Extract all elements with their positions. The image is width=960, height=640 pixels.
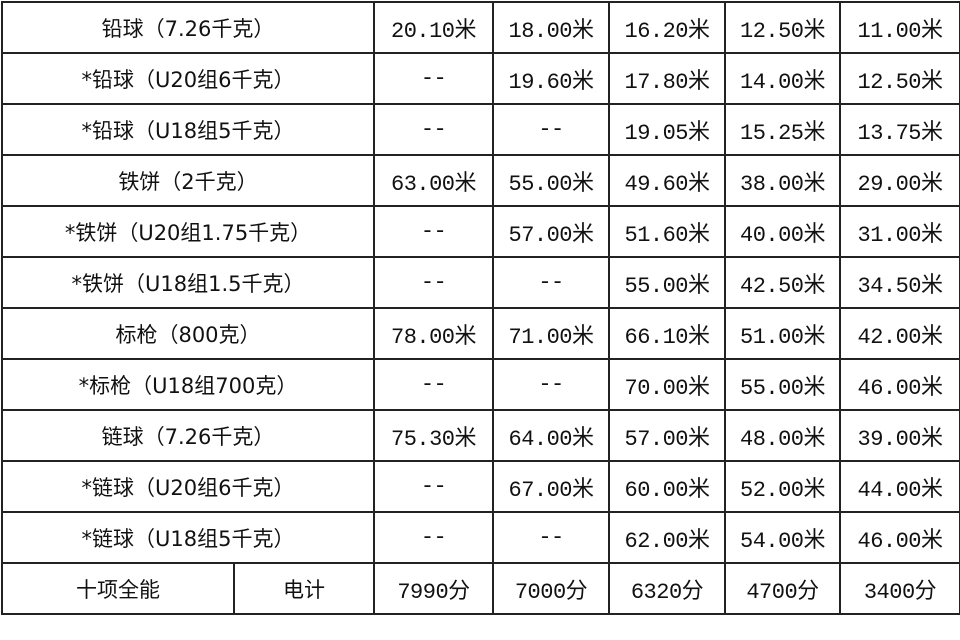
value-cell: 14.00米 xyxy=(724,52,842,105)
table-row: *链球（U20组6千克） -- 67.00米 60.00米 52.00米 44.00米 xyxy=(0,460,960,513)
value-cell: -- xyxy=(373,205,495,258)
table-row-decathlon: 十项全能 电计 7990分 7000分 6320分 4700分 3400分 xyxy=(1,562,960,615)
value-cell: -- xyxy=(373,358,495,411)
value-cell: 44.00米 xyxy=(839,460,960,513)
value-cell: -- xyxy=(373,511,495,564)
value-cell: -- xyxy=(373,256,495,309)
value-cell: -- xyxy=(492,256,611,309)
table-row: 标枪（800克） 78.00米 71.00米 66.10米 51.00米 42.00米 xyxy=(0,307,960,360)
value-cell: 20.10米 xyxy=(373,1,495,54)
value-cell: 70.00米 xyxy=(608,358,727,411)
value-cell: 19.60米 xyxy=(492,52,611,105)
value-cell: 71.00米 xyxy=(492,307,611,360)
value-cell: 6320分 xyxy=(608,562,727,615)
value-cell: 15.25米 xyxy=(724,103,842,156)
value-cell: -- xyxy=(492,511,611,564)
table-row: *链球（U18组5千克） -- -- 62.00米 54.00米 46.00米 xyxy=(0,511,960,564)
table-row: *标枪（U18组700克） -- -- 70.00米 55.00米 46.00米 xyxy=(0,358,960,411)
event-cell: 铁饼（2千克） xyxy=(0,154,376,207)
value-cell: 38.00米 xyxy=(724,154,842,207)
event-cell: *铅球（U18组5千克） xyxy=(0,103,376,156)
value-cell: 60.00米 xyxy=(608,460,727,513)
value-cell: 48.00米 xyxy=(724,409,842,462)
value-cell: 17.80米 xyxy=(608,52,727,105)
value-cell: 55.00米 xyxy=(492,154,611,207)
event-cell: *链球（U20组6千克） xyxy=(0,460,376,513)
event-cell: *铁饼（U20组1.75千克） xyxy=(0,205,376,258)
value-cell: -- xyxy=(373,103,495,156)
event-cell: *铁饼（U18组1.5千克） xyxy=(0,256,376,309)
value-cell: 40.00米 xyxy=(724,205,842,258)
standards-table: 铅球（7.26千克） 20.10米 18.00米 16.20米 12.50米 11.00米… xyxy=(0,1,960,615)
value-cell: 16.20米 xyxy=(608,1,727,54)
value-cell: 7990分 xyxy=(373,562,495,615)
value-cell: 19.05米 xyxy=(608,103,727,156)
value-cell: 46.00米 xyxy=(839,511,960,564)
value-cell: 67.00米 xyxy=(492,460,611,513)
value-cell: 39.00米 xyxy=(839,409,960,462)
value-cell: 75.30米 xyxy=(373,409,495,462)
value-cell: 31.00米 xyxy=(839,205,960,258)
value-cell: 13.75米 xyxy=(839,103,960,156)
value-cell: 42.00米 xyxy=(839,307,960,360)
table-row: *铅球（U18组5千克） -- -- 19.05米 15.25米 13.75米 xyxy=(0,103,960,156)
value-cell: 78.00米 xyxy=(373,307,495,360)
value-cell: 62.00米 xyxy=(608,511,727,564)
event-cell: 标枪（800克） xyxy=(0,307,376,360)
value-cell: 64.00米 xyxy=(492,409,611,462)
table-row: 铁饼（2千克） 63.00米 55.00米 49.60米 38.00米 29.00米 xyxy=(0,154,960,207)
value-cell: 57.00米 xyxy=(492,205,611,258)
table-row: 铅球（7.26千克） 20.10米 18.00米 16.20米 12.50米 11.00米 xyxy=(0,1,960,54)
table-row: *铁饼（U18组1.5千克） -- -- 55.00米 42.50米 34.50米 xyxy=(0,256,960,309)
value-cell: 7000分 xyxy=(492,562,611,615)
value-cell: 3400分 xyxy=(839,562,960,615)
value-cell: -- xyxy=(373,52,495,105)
table-row: *铁饼（U20组1.75千克） -- 57.00米 51.60米 40.00米 31.00… xyxy=(0,205,960,258)
value-cell: 66.10米 xyxy=(608,307,727,360)
timing-cell: 电计 xyxy=(232,562,376,615)
value-cell: 29.00米 xyxy=(839,154,960,207)
value-cell: 34.50米 xyxy=(839,256,960,309)
event-cell: *标枪（U18组700克） xyxy=(0,358,376,411)
value-cell: -- xyxy=(492,103,611,156)
event-cell: 铅球（7.26千克） xyxy=(0,1,376,54)
value-cell: 12.50米 xyxy=(724,1,842,54)
value-cell: 11.00米 xyxy=(839,1,960,54)
value-cell: 55.00米 xyxy=(724,358,842,411)
value-cell: 57.00米 xyxy=(608,409,727,462)
value-cell: -- xyxy=(492,358,611,411)
value-cell: 42.50米 xyxy=(724,256,842,309)
value-cell: -- xyxy=(373,460,495,513)
value-cell: 63.00米 xyxy=(373,154,495,207)
value-cell: 12.50米 xyxy=(839,52,960,105)
event-cell: *链球（U18组5千克） xyxy=(0,511,376,564)
event-cell: *铅球（U20组6千克） xyxy=(0,52,376,105)
value-cell: 4700分 xyxy=(724,562,842,615)
value-cell: 52.00米 xyxy=(724,460,842,513)
table-row: *铅球（U20组6千克） -- 19.60米 17.80米 14.00米 12.50米 xyxy=(0,52,960,105)
table-body: 铅球（7.26千克） 20.10米 18.00米 16.20米 12.50米 11.00米… xyxy=(0,1,960,615)
value-cell: 54.00米 xyxy=(724,511,842,564)
value-cell: 51.00米 xyxy=(724,307,842,360)
table-row: 链球（7.26千克） 75.30米 64.00米 57.00米 48.00米 39.00米 xyxy=(0,409,960,462)
event-cell: 十项全能 xyxy=(1,562,235,615)
value-cell: 55.00米 xyxy=(608,256,727,309)
value-cell: 46.00米 xyxy=(839,358,960,411)
value-cell: 18.00米 xyxy=(492,1,611,54)
event-cell: 链球（7.26千克） xyxy=(0,409,376,462)
value-cell: 51.60米 xyxy=(608,205,727,258)
value-cell: 49.60米 xyxy=(608,154,727,207)
